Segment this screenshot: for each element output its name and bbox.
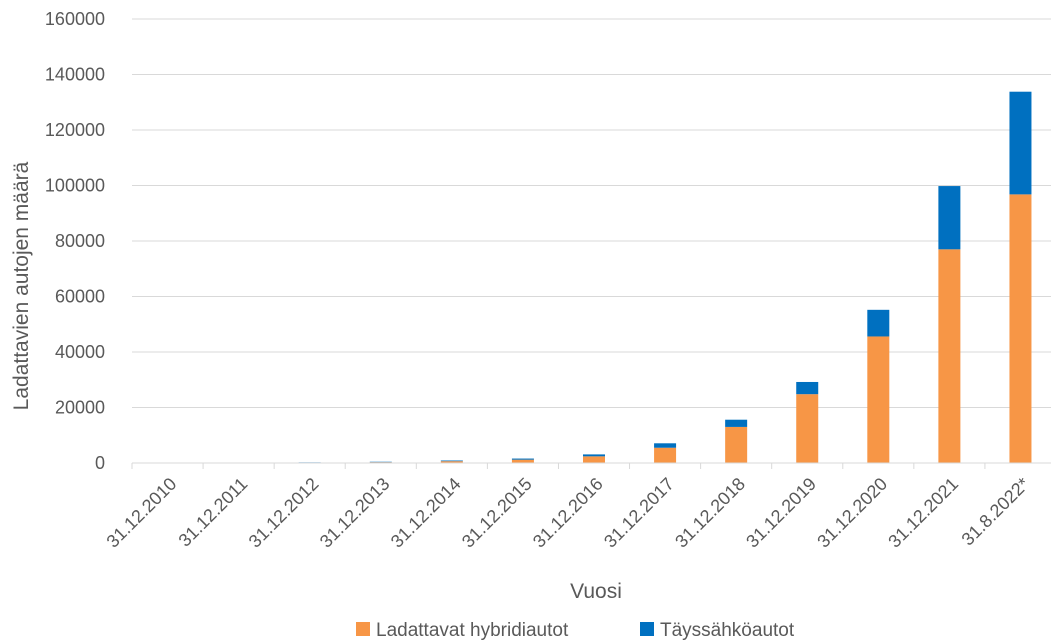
- y-tick-label: 20000: [55, 398, 105, 418]
- x-tick-label: 31.12.2019: [742, 474, 820, 552]
- y-tick-labels: 0 20000 40000 60000 80000 100000 120000 140000 1…: [45, 9, 105, 473]
- bar-electric: [440, 460, 463, 462]
- x-tick-label: 31.12.2011: [175, 474, 252, 551]
- bar-hybrid: [511, 459, 534, 463]
- legend-swatch-hybrid: [356, 622, 370, 636]
- legend-label-hybrid: Ladattavat hybridiautot: [376, 620, 569, 640]
- x-tick-label: 31.12.2020: [813, 474, 891, 552]
- x-axis-title: Vuosi: [570, 580, 622, 603]
- bar-hybrid: [1009, 194, 1032, 463]
- x-tick-label: 31.12.2013: [316, 474, 394, 552]
- bar-hybrid: [725, 426, 748, 463]
- bar-electric: [654, 443, 677, 448]
- x-tick-label: 31.12.2016: [529, 474, 607, 552]
- legend-swatch-electric: [640, 622, 654, 636]
- bar-electric: [938, 186, 961, 250]
- x-tick-label: 31.12.2021: [884, 474, 962, 552]
- bar-hybrid: [867, 336, 890, 463]
- gridlines: [132, 18, 1051, 408]
- bars: [156, 91, 1032, 463]
- x-tick-label: 31.12.2012: [245, 474, 323, 552]
- x-tick-labels: 31.12.201031.12.201131.12.201231.12.2013…: [103, 474, 1034, 552]
- y-tick-label: 140000: [45, 65, 105, 85]
- bar-electric: [796, 381, 819, 395]
- x-tick-label: 31.8.2022*: [958, 474, 1034, 550]
- bar-electric: [511, 458, 534, 460]
- bar-electric: [867, 309, 890, 337]
- bar-electric: [1009, 91, 1032, 195]
- bar-hybrid: [938, 249, 961, 463]
- y-tick-label: 0: [95, 453, 105, 473]
- x-tick-label: 31.12.2017: [600, 474, 678, 552]
- legend-label-electric: Täyssähköautot: [660, 620, 795, 640]
- x-tick-label: 31.12.2018: [671, 474, 749, 552]
- y-tick-label: 40000: [55, 342, 105, 362]
- x-tick-label: 31.12.2014: [387, 474, 465, 552]
- y-tick-label: 120000: [45, 120, 105, 140]
- bar-hybrid: [583, 456, 605, 463]
- bar-hybrid: [796, 394, 819, 463]
- y-tick-label: 60000: [55, 287, 105, 307]
- y-tick-label: 100000: [45, 176, 105, 196]
- x-tick-label: 31.12.2015: [458, 474, 536, 552]
- axes: [131, 462, 1051, 469]
- x-tick-label: 31.12.2010: [103, 474, 181, 552]
- legend: Ladattavat hybridiautot Täyssähköautot: [356, 620, 795, 640]
- bar-electric: [725, 419, 748, 427]
- y-tick-label: 160000: [45, 9, 105, 29]
- bar-hybrid: [440, 461, 463, 463]
- bar-hybrid: [654, 447, 677, 463]
- y-tick-label: 80000: [55, 231, 105, 251]
- y-axis-title: Ladattavien autojen määrä: [10, 161, 33, 410]
- bar-electric: [583, 454, 605, 457]
